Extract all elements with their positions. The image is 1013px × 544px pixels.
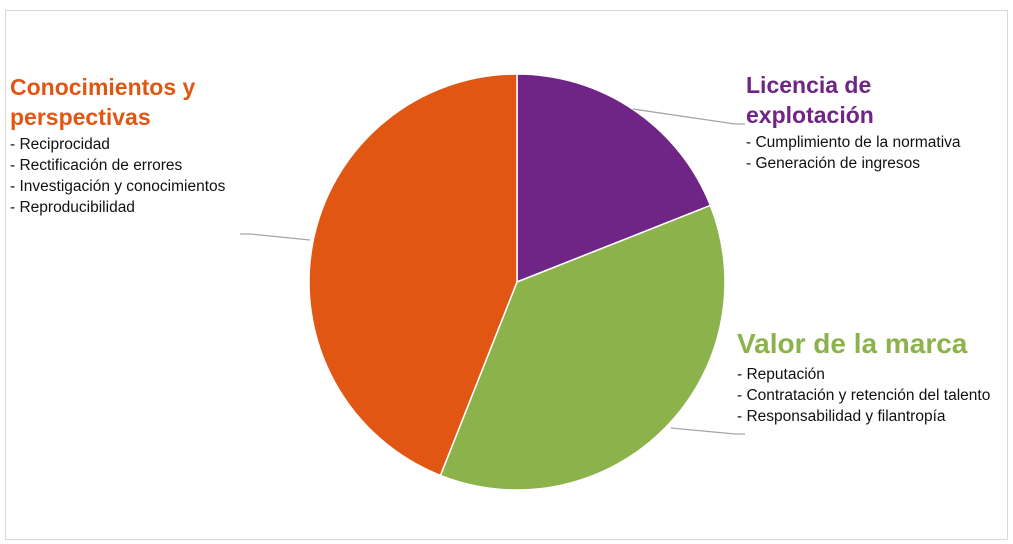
pie-slice-0 [516, 73, 712, 284]
slice-item: - Generación de ingresos [746, 155, 921, 172]
leader-lines [240, 108, 745, 435]
pie-slice-2 [308, 73, 518, 477]
slice-item: - Reproducibilidad [10, 199, 135, 216]
leader-line-valor [670, 427, 745, 435]
slice-item: - Reputación [737, 366, 825, 383]
slice-label-valor: Valor de la marca - Reputación - Contrat… [737, 326, 1005, 427]
slice-title-conocimientos: Conocimientos y perspectivas [10, 74, 196, 130]
slice-item: - Investigación y conocimientos [10, 178, 226, 195]
slice-item: - Rectificación de errores [10, 157, 183, 174]
slice-title-valor: Valor de la marca [737, 328, 968, 359]
slice-title-licencia: Licencia de explotación [746, 72, 874, 128]
leader-line-licencia [632, 108, 745, 125]
pie-slice-1 [439, 204, 726, 491]
leader-line-conocimientos [240, 233, 311, 241]
slice-item: - Reciprocidad [10, 136, 110, 153]
slice-label-conocimientos: Conocimientos y perspectivas - Reciproci… [10, 72, 260, 218]
slice-item: - Responsabilidad y filantropía [737, 408, 946, 425]
slice-item: - Contratación y retención del talento [737, 387, 991, 404]
slice-item: - Cumplimiento de la normativa [746, 134, 961, 151]
slice-label-licencia: Licencia de explotación - Cumplimiento d… [746, 70, 976, 174]
pie-slices [308, 73, 726, 491]
